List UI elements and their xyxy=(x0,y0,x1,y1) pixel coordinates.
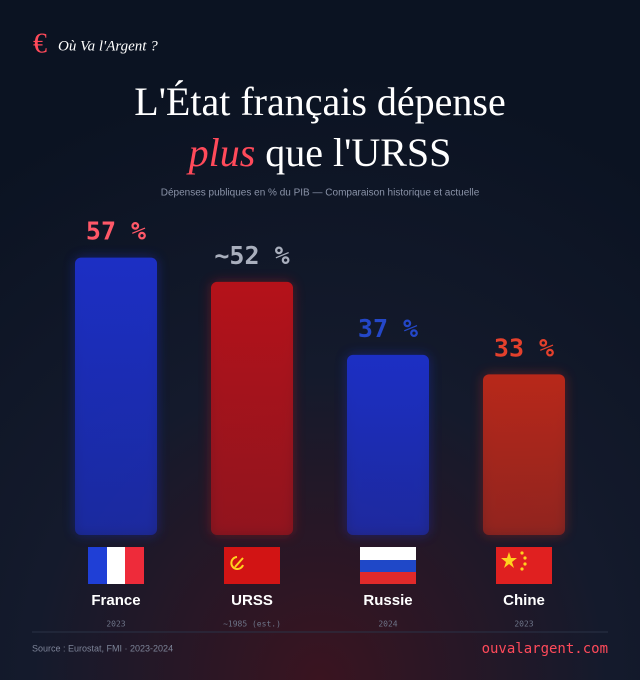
value-label: 57 % xyxy=(86,217,146,246)
flag-russie xyxy=(360,547,416,584)
year-label: ~1985 (est.) xyxy=(223,620,281,629)
x-tick-label: Chine xyxy=(503,592,545,609)
value-label: 33 % xyxy=(494,333,554,362)
flag-france xyxy=(88,547,144,584)
x-tick-label: URSS xyxy=(231,592,273,609)
chart-title: L'État français dépense xyxy=(134,79,505,124)
flag-urss xyxy=(224,547,280,584)
value-label: 37 % xyxy=(358,314,418,343)
bar xyxy=(483,374,565,535)
bar xyxy=(211,281,293,535)
bar xyxy=(75,257,157,535)
title-rest: que l'URSS xyxy=(265,130,451,175)
flag-chine xyxy=(496,547,552,584)
chart-title-line2: plus que l'URSS xyxy=(186,130,452,175)
x-tick-label: Russie xyxy=(363,592,412,609)
brand-icon: € xyxy=(33,28,47,59)
source: Source : Eurostat, FMI · 2023-2024 xyxy=(32,643,173,653)
year-label: 2024 xyxy=(378,620,397,629)
year-label: 2023 xyxy=(106,620,125,629)
year-label: 2023 xyxy=(514,620,533,629)
x-tick-label: France xyxy=(91,592,140,609)
chart-subtitle: Dépenses publiques en % du PIB — Compara… xyxy=(161,188,480,199)
site: ouvalargent.com xyxy=(482,641,608,657)
bar xyxy=(347,354,429,535)
brand-name: Où Va l'Argent ? xyxy=(58,38,158,54)
value-label: ~52 % xyxy=(214,241,289,270)
title-emphasis: plus xyxy=(186,130,256,175)
